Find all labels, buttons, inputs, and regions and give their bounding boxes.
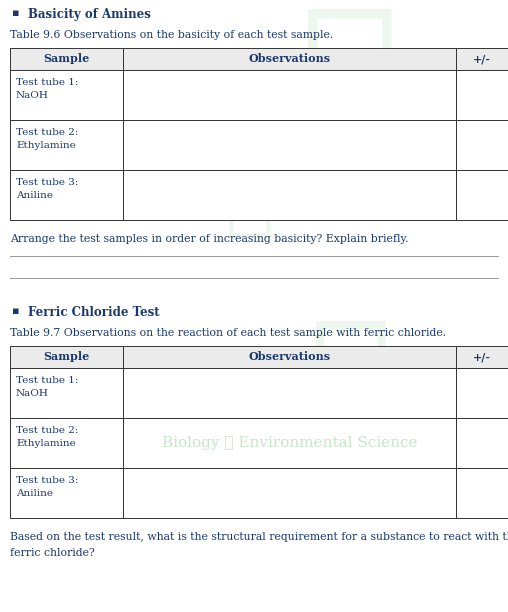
Text: Test tube 2:
Ethylamine: Test tube 2: Ethylamine	[16, 426, 78, 447]
Bar	[456, 368, 508, 418]
Text: Test tube 1:
NaOH: Test tube 1: NaOH	[16, 376, 78, 398]
Bar	[123, 468, 456, 518]
Bar	[10, 170, 123, 220]
Text: Test tube 3:
Aniline: Test tube 3: Aniline	[16, 476, 78, 498]
Text: 〇: 〇	[391, 394, 449, 487]
Text: Test tube 1:
NaOH: Test tube 1: NaOH	[16, 78, 78, 100]
Bar	[10, 346, 123, 368]
Bar	[123, 368, 456, 418]
Text: Arrange the test samples in order of increasing basicity? Explain briefly.: Arrange the test samples in order of inc…	[10, 234, 408, 244]
Text: Based on the test result, what is the structural requirement for a substance to : Based on the test result, what is the st…	[10, 532, 508, 542]
Bar	[456, 468, 508, 518]
Text: 〇: 〇	[300, 0, 400, 162]
Bar	[123, 48, 456, 70]
Bar	[10, 48, 123, 70]
Bar	[123, 120, 456, 170]
Bar	[123, 418, 456, 468]
Text: Table 9.6 Observations on the basicity of each test sample.: Table 9.6 Observations on the basicity o…	[10, 30, 333, 40]
Bar	[456, 120, 508, 170]
Text: Test tube 2:
Ethylamine: Test tube 2: Ethylamine	[16, 128, 78, 149]
Bar	[10, 70, 123, 120]
Bar	[123, 346, 456, 368]
Text: Observations: Observations	[248, 53, 331, 64]
Bar	[123, 70, 456, 120]
Text: Sample: Sample	[43, 53, 89, 64]
Text: Sample: Sample	[43, 351, 89, 362]
Text: Table 9.7 Observations on the reaction of each test sample with ferric chloride.: Table 9.7 Observations on the reaction o…	[10, 328, 446, 338]
Text: ▪: ▪	[12, 8, 19, 18]
Bar	[10, 468, 123, 518]
Bar	[123, 170, 456, 220]
Text: 〇: 〇	[371, 113, 429, 206]
Text: ferric chloride?: ferric chloride?	[10, 548, 95, 558]
Bar	[10, 418, 123, 468]
Text: Ferric Chloride Test: Ferric Chloride Test	[28, 306, 160, 319]
Bar	[10, 120, 123, 170]
Bar	[456, 170, 508, 220]
Text: 〇: 〇	[308, 313, 392, 447]
Bar	[10, 368, 123, 418]
Bar	[456, 418, 508, 468]
Text: 〇: 〇	[117, 346, 183, 453]
Bar	[456, 70, 508, 120]
Text: Basicity of Amines: Basicity of Amines	[28, 8, 151, 21]
Text: Test tube 3:
Aniline: Test tube 3: Aniline	[16, 178, 78, 200]
Text: Biology ✔ Environmental Science: Biology ✔ Environmental Science	[162, 436, 417, 450]
Text: ▪: ▪	[12, 306, 19, 316]
Text: 〇: 〇	[225, 160, 275, 241]
Text: Observations: Observations	[248, 351, 331, 362]
Bar	[456, 346, 508, 368]
Text: 〇: 〇	[87, 86, 153, 193]
Text: +/-: +/-	[473, 53, 491, 64]
Text: +/-: +/-	[473, 351, 491, 362]
Bar	[456, 48, 508, 70]
